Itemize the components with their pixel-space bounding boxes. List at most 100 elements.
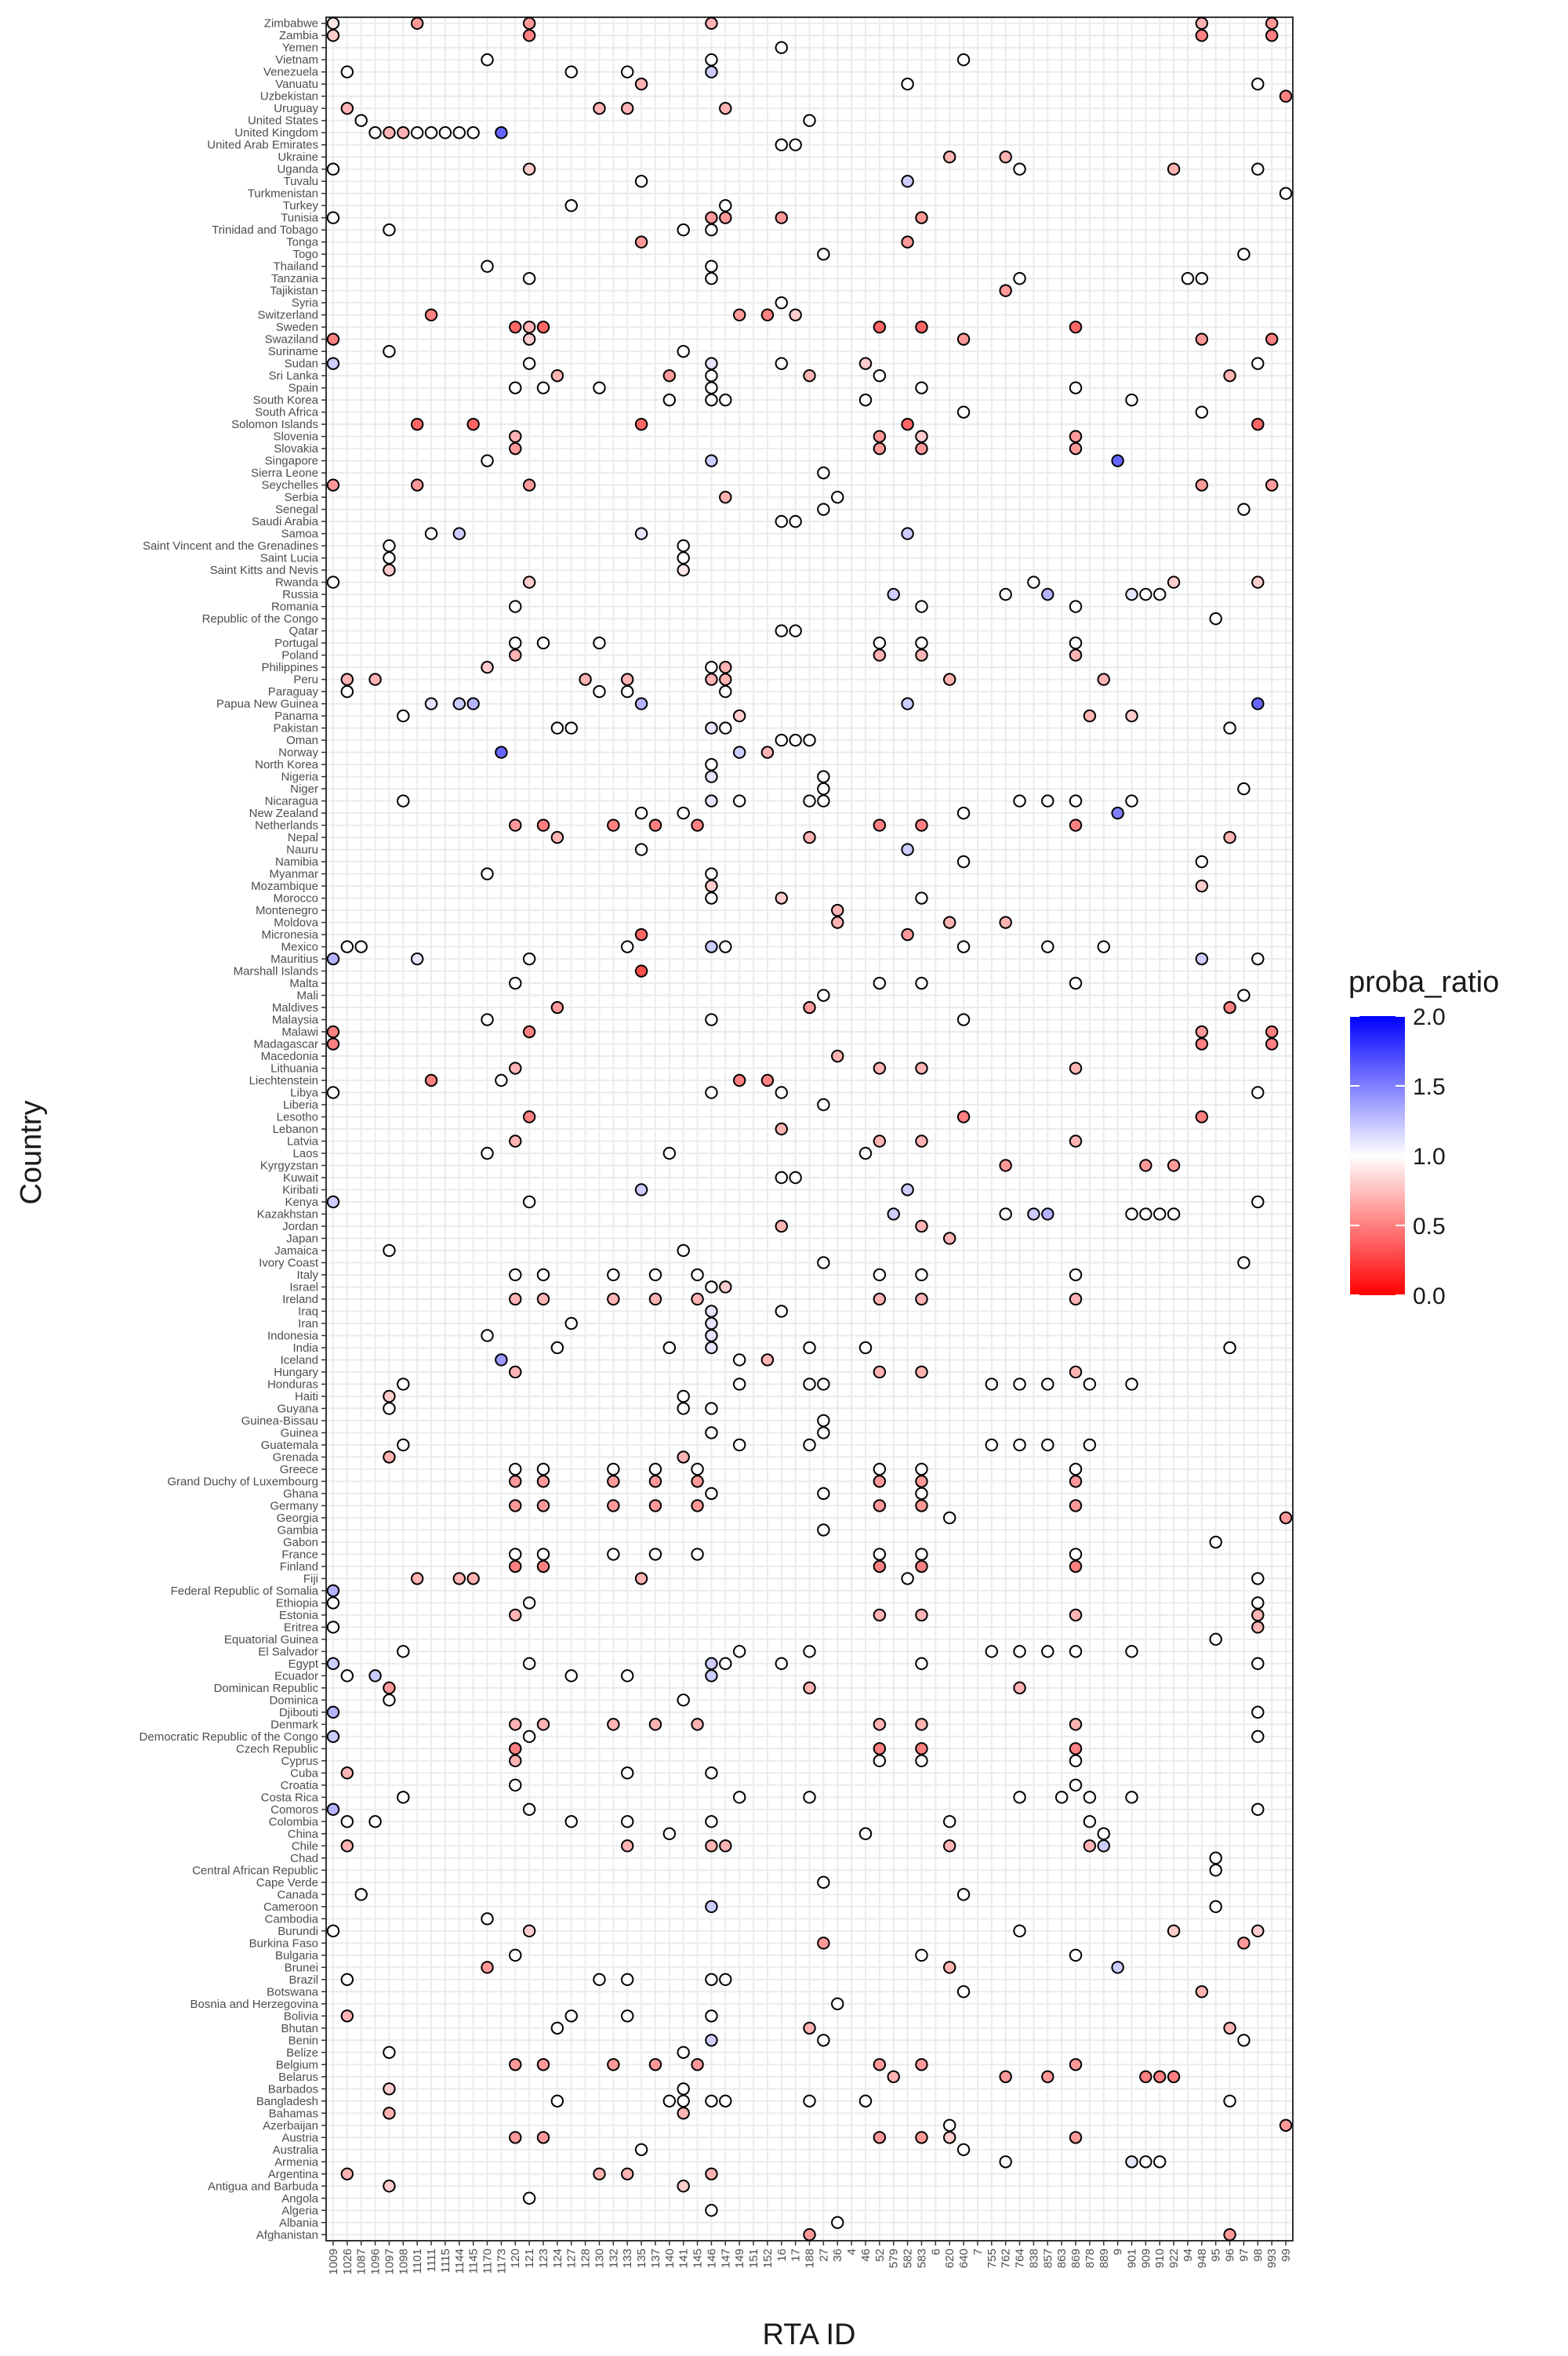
data-point [705, 1086, 718, 1099]
data-point [1251, 1608, 1265, 1622]
data-point [915, 1718, 928, 1731]
data-point [1251, 1802, 1265, 1817]
data-point [1013, 1681, 1026, 1695]
data-point [1139, 587, 1152, 601]
data-point [719, 102, 732, 115]
data-point [1013, 162, 1026, 176]
data-point [705, 660, 718, 674]
data-point [732, 794, 746, 808]
data-point [368, 673, 382, 686]
data-point [1125, 1207, 1138, 1221]
data-point [873, 1718, 887, 1731]
data-point [1069, 1475, 1083, 1488]
data-point [481, 1013, 494, 1026]
y-tick-label: Micronesia [261, 928, 318, 942]
data-point [340, 684, 354, 699]
data-point [424, 126, 438, 140]
y-tick-label: Oman [286, 734, 318, 747]
data-point [985, 1438, 999, 1452]
data-point [662, 393, 677, 407]
data-point [915, 320, 928, 334]
data-point [915, 1219, 928, 1233]
data-point [481, 660, 494, 674]
x-tick-label: 579 [887, 2249, 901, 2268]
x-tick-label: 6 [929, 2249, 942, 2255]
data-point [662, 2094, 677, 2107]
x-tick-label: 124 [551, 2249, 564, 2268]
x-tick-label: 7 [971, 2249, 985, 2255]
x-tick-label: 123 [537, 2249, 550, 2268]
x-tick-label: 135 [635, 2249, 648, 2268]
data-point [677, 1450, 690, 1464]
data-point [536, 2058, 550, 2071]
data-point [705, 16, 718, 30]
data-point [691, 1718, 704, 1731]
y-tick-label: Barbados [268, 2082, 318, 2096]
data-point [1223, 721, 1236, 735]
data-point [326, 575, 340, 589]
data-point [915, 1365, 928, 1379]
data-point [915, 1499, 928, 1512]
data-point [705, 891, 718, 905]
data-point [732, 746, 746, 759]
data-point [775, 1122, 788, 1136]
data-point [803, 2228, 816, 2242]
data-point [607, 2058, 620, 2071]
data-point [705, 1013, 718, 1026]
x-tick-label: 1098 [397, 2249, 410, 2274]
data-point [942, 673, 956, 686]
data-point [424, 697, 438, 710]
data-point [873, 2058, 887, 2071]
data-point [340, 2009, 354, 2023]
data-point [1223, 2228, 1236, 2242]
y-tick-label: Grand Duchy of Luxembourg [167, 1475, 318, 1488]
data-point [509, 819, 522, 832]
y-tick-label: Bahamas [269, 2107, 318, 2120]
data-point [901, 417, 914, 431]
data-point [522, 478, 536, 492]
data-point [677, 2094, 690, 2107]
data-point [1013, 1645, 1026, 1658]
data-point [481, 1961, 494, 1974]
data-point [873, 1559, 887, 1574]
y-tick-label: Czech Republic [236, 1742, 319, 1755]
data-point [803, 1000, 816, 1015]
x-tick-label: 98 [1251, 2249, 1265, 2262]
data-point [858, 1827, 873, 1841]
data-point [1209, 1900, 1222, 1914]
y-tick-label: El Salvador [258, 1645, 318, 1658]
data-point [438, 126, 452, 140]
data-point [509, 976, 522, 990]
data-point [634, 806, 648, 820]
y-tick-label: Armenia [274, 2155, 319, 2169]
data-point [915, 1948, 928, 1962]
data-point [1167, 1159, 1181, 1172]
data-point [397, 1378, 410, 1391]
x-tick-label: 137 [649, 2249, 662, 2268]
data-point [340, 1766, 354, 1780]
x-tick-label: 764 [1014, 2249, 1027, 2268]
data-point [915, 1462, 928, 1476]
data-point [873, 1062, 887, 1075]
data-point [1041, 1438, 1054, 1452]
y-tick-label: Jamaica [274, 1244, 319, 1258]
data-point [705, 940, 718, 953]
y-tick-label: United Kingdom [234, 126, 318, 140]
data-point [550, 1341, 564, 1355]
data-point [1069, 648, 1083, 662]
x-tick-label: 1101 [411, 2249, 424, 2274]
data-point [397, 126, 410, 140]
y-tick-label: Canada [277, 1888, 318, 1901]
data-point [326, 332, 340, 346]
data-point [509, 1948, 522, 1962]
data-point [817, 1937, 830, 1950]
data-point [354, 1888, 368, 1901]
data-point [536, 1268, 550, 1282]
data-point [1223, 2021, 1236, 2035]
data-point [326, 952, 340, 966]
y-tick-label: Greece [280, 1463, 318, 1476]
data-point [368, 1669, 382, 1683]
data-point [719, 393, 732, 407]
y-tick-label: Sri Lanka [269, 369, 319, 383]
data-point [326, 29, 340, 42]
